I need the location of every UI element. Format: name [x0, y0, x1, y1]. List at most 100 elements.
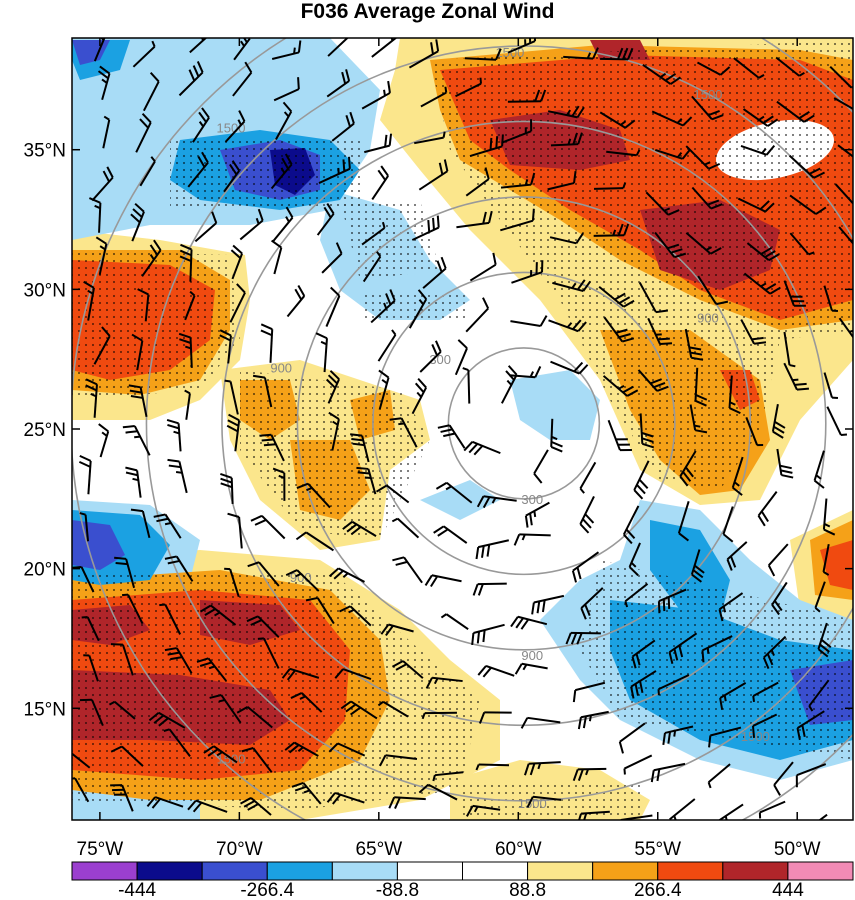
wind-barb: [130, 508, 151, 539]
wind-barb: [122, 425, 151, 456]
longitude-tick-label: 70°W: [216, 839, 263, 860]
wind-barb: [421, 711, 457, 720]
wind-barb: [236, 706, 273, 729]
wind-barb: [511, 260, 544, 284]
wind-barb: [166, 418, 182, 452]
wind-barb: [391, 517, 420, 539]
wind-barb: [139, 156, 156, 187]
wind-barb: [164, 555, 194, 582]
wind-barb: [771, 581, 788, 616]
wind-barb: [356, 466, 377, 495]
wind-barb: [252, 374, 273, 408]
colorbar-swatch: [331, 861, 398, 881]
wind-barb: [370, 289, 396, 324]
wind-barb: [456, 210, 493, 229]
wind-barb: [371, 165, 389, 201]
wind-field: 3003009009009009001500150015001500150015…: [72, 38, 853, 820]
wind-barb: [549, 232, 584, 245]
wind-barb: [178, 61, 204, 97]
wind-barb: [184, 290, 196, 321]
wind-barb: [550, 418, 563, 453]
wind-barb: [326, 69, 351, 98]
wind-barb: [273, 77, 300, 102]
wind-barb: [219, 329, 232, 364]
wind-barbs: [72, 38, 853, 820]
wind-barb: [701, 635, 733, 663]
wind-barb: [834, 183, 853, 205]
wind-barb: [599, 111, 636, 129]
wind-barb: [419, 340, 442, 373]
colorbar-swatch: [266, 861, 333, 881]
wind-barb: [295, 531, 335, 552]
wind-barb: [93, 38, 106, 62]
latitude-tick-label: 20°N: [24, 560, 66, 581]
wind-barb: [241, 747, 273, 773]
wind-barb: [814, 581, 826, 613]
wind-barb: [838, 317, 853, 339]
wind-barb: [375, 484, 410, 504]
wind-barb: [593, 223, 630, 237]
wind-barb: [654, 231, 687, 259]
range-ring-label: 1500: [518, 796, 547, 811]
wind-barb: [696, 61, 731, 76]
wind-barb: [179, 243, 193, 282]
wind-barb: [110, 784, 134, 812]
wind-barb: [813, 450, 825, 489]
wind-barb: [619, 814, 653, 820]
longitude-tick-label: 75°W: [77, 839, 124, 860]
wind-barb: [547, 105, 585, 119]
wind-barb: [199, 604, 237, 626]
wind-barb: [88, 197, 102, 233]
range-ring-label: 900: [697, 310, 719, 325]
range-ring-label: 1500: [217, 120, 246, 135]
wind-barb: [339, 605, 372, 627]
wind-barb: [250, 514, 286, 540]
wind-barb: [418, 783, 458, 801]
wind-barb: [513, 533, 551, 546]
wind-barb: [437, 424, 466, 449]
colorbar-swatch: [657, 861, 724, 881]
wind-barb: [146, 796, 184, 809]
wind-barb: [719, 682, 747, 710]
wind-barb: [606, 149, 641, 157]
wind-barb: [425, 676, 463, 689]
range-ring: [372, 271, 676, 576]
wind-barb: [257, 637, 280, 669]
wind-barb: [679, 450, 697, 487]
wind-barb: [633, 460, 650, 500]
wind-barb: [270, 153, 293, 190]
wind-barb: [745, 417, 764, 447]
wind-barb: [547, 171, 577, 191]
latitude-tick-label: 25°N: [24, 420, 66, 441]
wind-barb: [510, 315, 548, 327]
wind-barb: [822, 498, 836, 536]
wind-barb: [78, 454, 92, 495]
wind-barb: [464, 48, 502, 61]
wind-barb: [361, 221, 386, 246]
wind-barb: [728, 375, 741, 415]
wind-barb: [81, 616, 100, 642]
wind-barb: [271, 239, 283, 275]
wind-barb: [209, 694, 242, 724]
range-ring-label: 900: [290, 570, 312, 585]
wind-barb: [435, 481, 473, 504]
wind-barb: [796, 710, 825, 741]
wind-barb: [694, 367, 708, 407]
wind-barb: [746, 242, 780, 262]
wind-barb: [689, 404, 708, 434]
wind-barb: [647, 317, 673, 346]
wind-barb: [707, 763, 731, 789]
latitude-tick-label: 35°N: [24, 141, 66, 162]
wind-barb: [594, 182, 627, 190]
wind-barb: [271, 40, 302, 60]
wind-barb: [408, 289, 428, 329]
wind-barb: [340, 700, 378, 720]
wind-barb: [751, 713, 778, 738]
latitude-tick-label: 30°N: [24, 280, 66, 301]
wind-barb: [650, 762, 686, 783]
range-ring: [447, 347, 601, 500]
wind-barb: [422, 256, 447, 289]
latitude-axis: 35°N 30°N 25°N 20°N 15°N: [24, 141, 853, 720]
colorbar-label: -444: [118, 880, 156, 900]
wind-barb: [776, 448, 794, 479]
